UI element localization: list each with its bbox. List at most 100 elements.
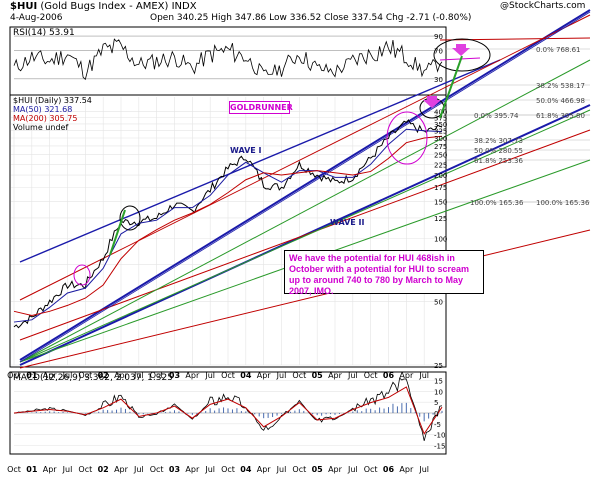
x-label-top: Apr	[399, 371, 414, 380]
price-tick-label: 275	[434, 143, 447, 151]
x-label-top: 04	[240, 371, 252, 380]
wave-one-label: WAVE I	[230, 146, 262, 155]
legend-volume: Volume undef	[13, 123, 69, 132]
fib-label: 61.8% 395.80	[536, 112, 585, 120]
circle-2002-base	[73, 264, 91, 286]
trend-line	[19, 9, 591, 361]
x-label-bottom: Jul	[204, 465, 215, 474]
trend-line	[439, 37, 591, 41]
price-tick-label: 150	[434, 198, 447, 206]
fib-label: 100.0% 165.36	[536, 199, 590, 207]
macd-tick-label: 10	[434, 388, 443, 396]
chart-symbol-title: $HUI (Gold Bugs Index - AMEX) INDX	[10, 1, 197, 12]
x-label-bottom: Oct	[292, 465, 306, 474]
x-label-bottom: 06	[383, 465, 395, 474]
series-lines	[13, 38, 443, 441]
rsi-tick-label: 70	[434, 47, 443, 55]
rsi-line	[13, 38, 443, 81]
rsi-tick-label: 90	[434, 33, 443, 41]
x-label-bottom: 03	[169, 465, 180, 474]
fib-label: 0.0% 395.74	[474, 112, 519, 120]
price-tick-label: 200	[434, 172, 447, 180]
price-tick-label: 25	[434, 362, 443, 370]
macd-tick-label: -10	[434, 432, 445, 440]
macd-tick-label: 15	[434, 378, 443, 386]
x-label-bottom: Apr	[257, 465, 272, 474]
x-label-top: Jul	[347, 371, 358, 380]
green-projection-2002	[109, 209, 126, 256]
macd-line	[13, 377, 443, 441]
macd-label: MACD(12,26,9) 3.362, 2.037, 1.325	[13, 373, 173, 383]
x-label-bottom: Apr	[43, 465, 58, 474]
fib-label: 50.0% 280.55	[474, 147, 523, 155]
trend-line	[19, 59, 501, 263]
x-label-top: Apr	[328, 371, 343, 380]
legend-hui: $HUI (Daily) 337.54	[13, 96, 92, 105]
x-label-top: Jul	[418, 371, 429, 380]
circle-2002-top	[119, 205, 141, 231]
trend-line	[19, 11, 591, 363]
x-label-top: Oct	[150, 371, 164, 380]
goldrunner-badge: GOLDRUNNER	[229, 101, 293, 114]
legend-ma50: MA(50) 321.68	[13, 105, 73, 114]
trend-line	[19, 109, 591, 363]
x-label-bottom: Oct	[221, 465, 235, 474]
x-label-top: Oct	[7, 371, 21, 380]
price-tick-label: 100	[434, 235, 447, 243]
wave-two-label: WAVE II	[330, 218, 365, 227]
x-label-bottom: Apr	[185, 465, 200, 474]
price-tick-label: 225	[434, 161, 447, 169]
price-tick-label: 325	[434, 128, 447, 136]
x-label-top: Jul	[62, 371, 73, 380]
trend-channel-lines	[19, 9, 591, 369]
x-label-bottom: Jul	[347, 465, 358, 474]
x-label-top: Oct	[292, 371, 306, 380]
price-tick-label: 350	[434, 121, 447, 129]
trend-line	[19, 129, 591, 341]
price-legend: $HUI (Daily) 337.54 MA(50) 321.68 MA(200…	[13, 96, 92, 132]
macd-tick-label: 5	[434, 399, 438, 407]
x-label-top: Jul	[133, 371, 144, 380]
axis-labels: Oct Oct 01 01 Apr Apr Jul Jul Oct Oct 02 02 Apr Apr Ju…	[7, 33, 590, 474]
down-arrow-icon	[452, 44, 470, 56]
ma200-line	[13, 135, 443, 316]
x-label-bottom: Apr	[328, 465, 343, 474]
x-label-top: Oct	[364, 371, 378, 380]
price-tick-label: 175	[434, 184, 447, 192]
price-tick-label: 250	[434, 152, 447, 160]
x-label-top: Apr	[185, 371, 200, 380]
x-label-bottom: Jul	[276, 465, 287, 474]
x-label-bottom: Apr	[114, 465, 129, 474]
x-label-bottom: 04	[240, 465, 252, 474]
fib-label: 38.2% 538.17	[536, 82, 585, 90]
macd-tick-label: 0	[434, 410, 438, 418]
x-label-bottom: Apr	[399, 465, 414, 474]
macd-tick-label: -15	[434, 443, 445, 451]
rsi-label: RSI(14) 53.91	[13, 28, 75, 38]
x-label-bottom: Oct	[78, 465, 92, 474]
fib-label: 100.0% 165.36	[470, 199, 524, 207]
price-tick-label: 400	[434, 109, 447, 117]
rsi-panel-frame	[9, 26, 447, 96]
fib-label: 0.0% 768.61	[536, 46, 581, 54]
x-label-top: Oct	[221, 371, 235, 380]
ma50-line	[13, 128, 443, 323]
x-label-top: Apr	[114, 371, 129, 380]
forecast-note: We have the potential for HUI 468ish in …	[284, 250, 484, 296]
price-tick-label: 300	[434, 135, 447, 143]
circle-target-768	[433, 38, 491, 72]
x-label-top: 02	[98, 371, 109, 380]
grid-lines	[11, 35, 590, 446]
x-label-top: Oct	[78, 371, 92, 380]
rsi-tick-label: 30	[434, 76, 443, 84]
index-name: (Gold Bugs Index - AMEX) INDX	[40, 1, 197, 12]
macd-signal-line	[13, 386, 443, 435]
x-label-bottom: Jul	[418, 465, 429, 474]
circle-2006-peak	[386, 111, 428, 165]
price-tick-label: 50	[434, 299, 443, 307]
fib-label: 38.2% 307.73	[474, 137, 523, 145]
green-projection-2006	[439, 55, 463, 119]
x-label-top: 05	[312, 371, 324, 380]
price-tick-label: 125	[434, 215, 447, 223]
